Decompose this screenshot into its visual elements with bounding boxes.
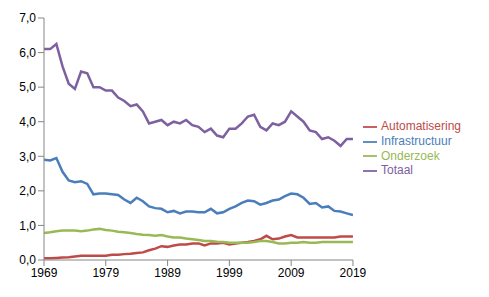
html-text:Totaal: Totaal (381, 163, 413, 178)
html-text:Infrastructuur: Infrastructuur (381, 133, 452, 148)
svg-text:3,0: 3,0 (19, 150, 36, 164)
svg-text:0,0: 0,0 (19, 253, 36, 267)
svg-text:1999: 1999 (216, 266, 243, 280)
svg-text:1979: 1979 (92, 266, 119, 280)
svg-text:5,0: 5,0 (19, 80, 36, 94)
svg-text:1989: 1989 (154, 266, 181, 280)
html-text:Onderzoek: Onderzoek (381, 148, 440, 163)
svg-text:1,0: 1,0 (19, 219, 36, 233)
svg-text:2009: 2009 (278, 266, 305, 280)
svg-text:2,0: 2,0 (19, 184, 36, 198)
svg-text:7,0: 7,0 (19, 11, 36, 25)
html-text:Automatisering: Automatisering (381, 118, 461, 133)
svg-text:2019: 2019 (340, 266, 367, 280)
svg-text:6,0: 6,0 (19, 46, 36, 60)
svg-text:4,0: 4,0 (19, 115, 36, 129)
svg-text:1969: 1969 (31, 266, 58, 280)
